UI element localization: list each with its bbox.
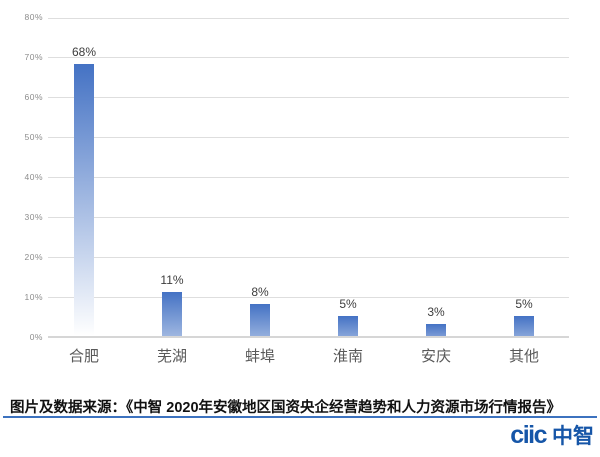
x-axis-category-label: 其他 <box>508 348 539 365</box>
gridline-50% <box>48 137 569 138</box>
y-axis-tick-label: 50% <box>24 132 43 142</box>
bar-value-label: 8% <box>251 285 269 299</box>
x-axis-category-label: 合肥 <box>68 348 99 365</box>
bar-value-label: 5% <box>339 297 357 311</box>
y-axis-tick-label: 10% <box>24 292 43 302</box>
bar-5 <box>514 316 534 336</box>
gridline-40% <box>48 177 569 178</box>
y-axis-tick-label: 60% <box>24 92 43 102</box>
x-axis-category-label: 淮南 <box>332 348 363 365</box>
bar-value-label: 68% <box>71 45 97 59</box>
gridline-20% <box>48 257 569 258</box>
bar-value-label: 3% <box>427 305 445 319</box>
source-note: 图片及数据来源：《中智 2020年安徽地区国资央企经营趋势和人力资源市场行情报告… <box>10 400 562 416</box>
y-axis-tick-label: 40% <box>24 172 43 182</box>
gridline-30% <box>48 217 569 218</box>
x-axis: 合肥 芜湖 蚌埠 淮南 安庆 其他 <box>48 345 569 369</box>
bar-4 <box>426 324 446 336</box>
y-axis-tick-label: 20% <box>24 252 43 262</box>
bar-value-label: 5% <box>515 297 533 311</box>
gridline-60% <box>48 97 569 98</box>
y-axis-tick-label: 80% <box>24 12 43 22</box>
logo-cjk-text: 中智 <box>552 425 594 448</box>
x-axis-category-label: 安庆 <box>420 348 451 365</box>
bar-2 <box>250 304 270 336</box>
gridline-70% <box>48 57 569 58</box>
x-axis-line <box>48 336 569 338</box>
gridline-10% <box>48 297 569 298</box>
logo-latin-text: ciic <box>510 421 547 449</box>
x-axis-category-label: 蚌埠 <box>244 348 275 365</box>
y-axis: 0% 10% 20% 30% 40% 50% 60% 70% 80% <box>0 12 43 342</box>
y-axis-tick-label: 70% <box>24 52 43 62</box>
bar-value-label: 11% <box>160 273 184 287</box>
y-axis-tick-label: 0% <box>29 332 43 342</box>
footer-divider-line <box>3 416 597 418</box>
ciic-zhongzhi-logo: ciic 中智 <box>510 423 594 448</box>
bar-3 <box>338 316 358 336</box>
y-axis-tick-label: 30% <box>24 212 43 222</box>
plot-area: 68% 11% 8% 5% 3% 5% <box>48 18 569 338</box>
x-axis-category-label: 芜湖 <box>156 348 187 365</box>
bar-1 <box>162 292 182 336</box>
gridline-80% <box>48 18 569 19</box>
bar-0 <box>74 64 94 336</box>
